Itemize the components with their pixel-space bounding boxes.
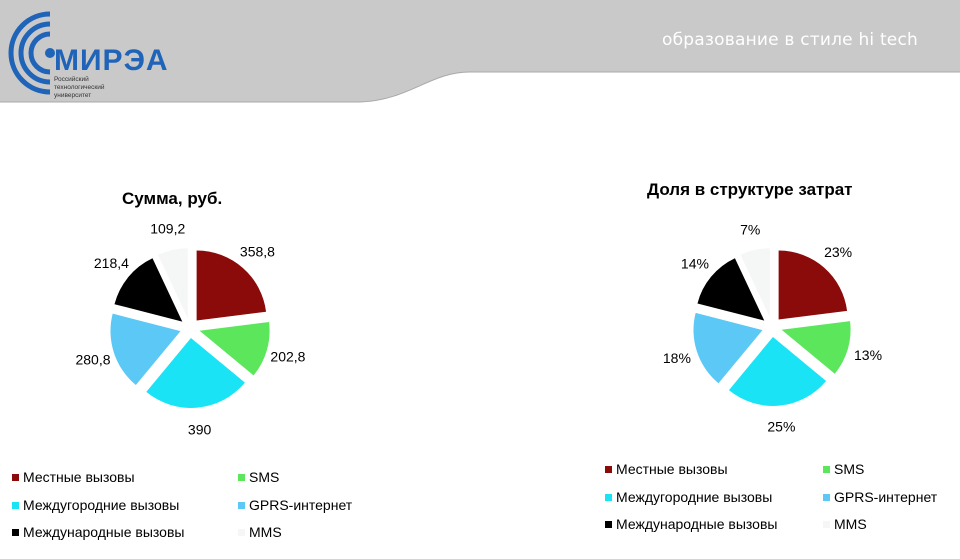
legend-item: SMS xyxy=(823,461,864,477)
data-label: 280,8 xyxy=(75,352,110,368)
legend-swatch xyxy=(823,493,830,501)
legend-swatch xyxy=(823,465,830,473)
pie-slice xyxy=(693,312,763,384)
legend-label: Местные вызовы xyxy=(616,461,728,477)
legend-swatch xyxy=(12,473,19,481)
data-label: 13% xyxy=(854,347,882,363)
data-label: 25% xyxy=(767,419,795,435)
legend-label: Междугородние вызовы xyxy=(616,489,773,505)
legend-label: GPRS-интернет xyxy=(249,497,353,513)
legend-label: SMS xyxy=(249,469,280,485)
pie-slice xyxy=(697,258,765,321)
legend-swatch xyxy=(12,528,19,536)
data-label: 7% xyxy=(740,221,760,237)
legend-label: MMS xyxy=(249,524,282,540)
legend-item: Междугородние вызовы xyxy=(12,497,179,513)
pie-slice xyxy=(199,322,270,376)
chart-sum: Сумма, руб. 358,8 202,8 390 280,8 218,4 109,2… xyxy=(12,189,352,540)
legend-label: MMS xyxy=(834,516,867,532)
legend-label: Международные вызовы xyxy=(23,524,185,540)
legend-swatch xyxy=(238,501,245,509)
header-band: образование в стиле hi tech МИРЭА Россий… xyxy=(0,0,960,104)
legend-item: Междугородние вызовы xyxy=(605,489,772,505)
data-label: 14% xyxy=(681,255,709,271)
data-label: 218,4 xyxy=(94,255,129,271)
legend-swatch xyxy=(238,528,245,536)
pie-slice xyxy=(778,250,848,320)
logo-emblem xyxy=(8,11,55,95)
data-label: 109,2 xyxy=(150,220,185,236)
chart-title: Сумма, руб. xyxy=(122,189,223,208)
pie-slice xyxy=(114,258,183,322)
chart-title: Доля в структуре затрат xyxy=(647,180,853,199)
legend-swatch xyxy=(605,465,612,473)
pie-slice xyxy=(110,313,181,386)
legend-item: MMS xyxy=(238,524,282,540)
legend-swatch xyxy=(605,520,612,528)
legend-swatch xyxy=(238,473,245,481)
legend-label: SMS xyxy=(834,461,865,477)
header-band-shape xyxy=(0,0,960,103)
pie-slice xyxy=(728,336,827,406)
data-label: 202,8 xyxy=(270,348,305,364)
tagline: образование в стиле hi tech xyxy=(662,30,918,50)
pie-slice xyxy=(196,250,267,321)
legend-label: Международные вызовы xyxy=(616,516,778,532)
legend-item: GPRS-интернет xyxy=(238,497,352,513)
data-label: 358,8 xyxy=(240,243,275,259)
legend-item: MMS xyxy=(823,516,867,532)
legend-label: Местные вызовы xyxy=(23,469,135,485)
legend-label: Междугородние вызовы xyxy=(23,497,180,513)
legend-item: GPRS-интернет xyxy=(823,489,937,505)
legend-item: Местные вызовы xyxy=(605,461,728,477)
data-label: 23% xyxy=(824,244,852,260)
legend-swatch xyxy=(605,493,612,501)
legend-item: Местные вызовы xyxy=(12,469,135,485)
legend-item: Международные вызовы xyxy=(605,516,777,532)
logo-subtitle: Российский технологический университет xyxy=(54,76,105,99)
data-label: 18% xyxy=(663,350,691,366)
pie-slice xyxy=(146,337,245,408)
data-label: 390 xyxy=(188,422,212,438)
pie-slice xyxy=(740,248,770,318)
logo-text: МИРЭА xyxy=(54,44,169,77)
pie-slice xyxy=(158,248,188,319)
legend-swatch xyxy=(12,501,19,509)
pie-chart-sum: 358,8 202,8 390 280,8 218,4 109,2 xyxy=(75,220,305,438)
logo: МИРЭА Российский технологический универс… xyxy=(0,0,180,104)
legend-swatch xyxy=(823,520,830,528)
pie-slice xyxy=(781,321,851,374)
legend-item: SMS xyxy=(238,469,279,485)
legend-item: Международные вызовы xyxy=(12,524,184,540)
legend-label: GPRS-интернет xyxy=(834,489,938,505)
